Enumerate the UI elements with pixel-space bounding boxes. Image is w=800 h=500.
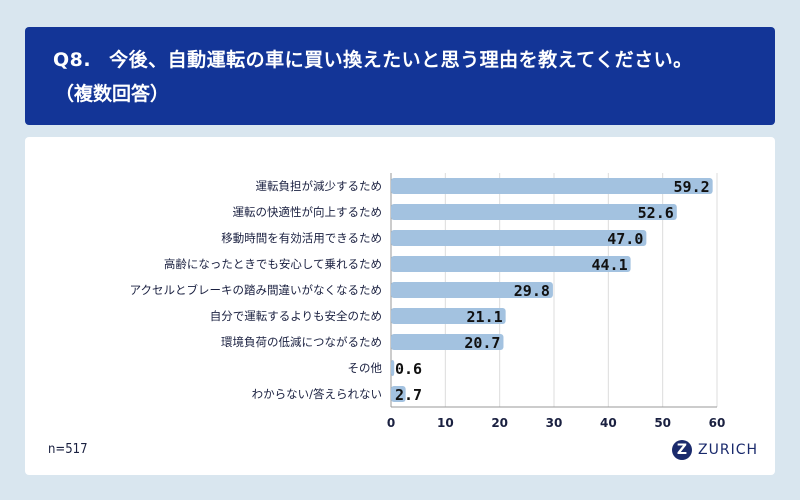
x-tick-label: 10 [437,416,454,430]
bar [391,204,677,220]
category-label: 移動時間を有効活用できるため [221,231,382,245]
bar [391,334,504,350]
question-label: 今後、自動運転の車に買い換えたいと思う理由を教えてください。 [109,49,693,71]
bar [391,256,631,272]
category-label: その他 [348,361,383,375]
data-label: 47.0 [607,230,643,248]
category-label: 運転負担が減少するため [256,179,383,193]
zurich-mark-icon: Z [672,440,692,460]
data-label: 44.1 [591,256,627,274]
x-tick-label: 30 [546,416,563,430]
question-header: Q8. 今後、自動運転の車に買い換えたいと思う理由を教えてください。 （複数回答） [25,27,775,125]
data-label: 52.6 [638,204,674,222]
x-tick-label: 60 [709,416,726,430]
bar [391,230,647,246]
category-label: 運転の快適性が向上するため [233,205,383,219]
x-tick-label: 50 [654,416,671,430]
brand-name: ZURICH [698,442,758,458]
category-label: アクセルとブレーキの踏み間違いがなくなるため [130,283,382,297]
bar [391,386,406,402]
data-label: 0.6 [395,360,422,378]
category-label: 環境負荷の低減につながるため [221,335,382,349]
bar [391,282,553,298]
data-label: 29.8 [514,282,550,300]
x-tick-label: 0 [387,416,395,430]
category-label: 自分で運転するよりも安全のため [210,309,382,323]
data-label: 20.7 [464,334,500,352]
category-label: わからない/答えられない [252,387,382,401]
data-label: 59.2 [674,178,710,196]
answer-note: （複数回答） [55,83,170,105]
bar [391,360,395,376]
sample-size: n=517 [48,442,88,457]
question-text: Q8. 今後、自動運転の車に買い換えたいと思う理由を教えてください。 [53,45,693,72]
bar [391,178,713,194]
bar [391,308,506,324]
zurich-logo: Z ZURICH [672,440,758,460]
x-tick-label: 40 [600,416,617,430]
data-label: 21.1 [467,308,503,326]
data-label: 2.7 [395,386,422,404]
question-number: Q8. [53,49,92,71]
x-tick-label: 20 [491,416,508,430]
category-label: 高齢になったときでも安心して乗れるため [164,257,382,271]
